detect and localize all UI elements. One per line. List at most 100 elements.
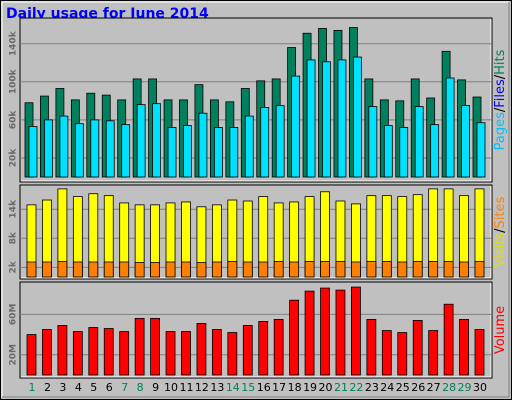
side-label-part: / <box>493 228 508 233</box>
bar <box>198 112 208 178</box>
panel-bevel <box>21 186 492 279</box>
bar <box>304 261 315 278</box>
bar <box>474 329 485 376</box>
y-tick-label: 2k <box>9 260 19 273</box>
bar <box>72 331 83 376</box>
bar <box>196 262 207 278</box>
bar <box>227 261 238 278</box>
side-label-part: Visits <box>493 233 508 268</box>
side-label-part: Pages <box>493 112 508 150</box>
bar <box>242 325 253 376</box>
bar <box>366 319 377 376</box>
y-tick-label: 14k <box>9 199 19 219</box>
x-tick-label: 20 <box>319 381 333 394</box>
bar <box>412 320 423 376</box>
bar <box>165 331 176 376</box>
bar <box>353 56 362 178</box>
bar <box>105 120 115 178</box>
x-tick-label: 23 <box>365 381 379 394</box>
bar <box>242 261 253 278</box>
x-tick-label: 9 <box>152 381 159 394</box>
x-tick-label: 24 <box>380 381 394 394</box>
x-tick-label: 3 <box>59 381 66 394</box>
bar <box>134 262 145 278</box>
bar <box>383 125 393 178</box>
bar <box>474 261 485 278</box>
panel-bevel <box>21 19 492 182</box>
bar <box>72 261 83 278</box>
bar <box>28 126 38 178</box>
bar <box>211 329 222 376</box>
bar <box>183 125 192 178</box>
bar <box>258 261 269 278</box>
bar <box>227 332 238 376</box>
bar <box>399 127 409 178</box>
bar <box>244 115 254 178</box>
bar <box>165 261 176 278</box>
side-label-part: / <box>493 107 508 112</box>
x-tick-label: 4 <box>75 381 82 394</box>
side-label-part: Sites <box>493 196 508 228</box>
bar <box>88 327 99 376</box>
bar <box>430 124 440 178</box>
x-tick-label: 1 <box>29 381 36 394</box>
side-label-part: Files <box>493 79 508 108</box>
side-label-part: Hits <box>493 49 508 74</box>
bar <box>412 261 423 278</box>
y-tick-label: 20M <box>9 344 19 366</box>
bar <box>461 105 470 178</box>
bar <box>134 317 145 376</box>
bar <box>167 127 177 178</box>
bar <box>291 75 301 178</box>
bar <box>260 107 270 178</box>
bar <box>57 325 68 376</box>
x-tick-label: 2 <box>44 381 51 394</box>
x-tick-label: 6 <box>106 381 113 394</box>
bar <box>459 261 469 278</box>
bar <box>322 61 331 178</box>
y-tick-label: 8k <box>9 231 19 244</box>
bar <box>320 287 330 376</box>
bar <box>320 261 330 278</box>
x-tick-label: 15 <box>241 381 255 394</box>
bar <box>103 328 114 376</box>
x-tick-label: 7 <box>121 381 128 394</box>
bar <box>121 124 131 178</box>
bar <box>57 261 68 278</box>
bar <box>103 261 114 278</box>
bar <box>351 286 361 376</box>
bar <box>381 330 392 376</box>
bar <box>275 105 285 178</box>
bar <box>42 261 52 278</box>
y-tick-label: 140k <box>9 30 19 56</box>
bar <box>273 319 284 376</box>
bar <box>337 59 347 178</box>
bar <box>273 261 284 278</box>
bar <box>119 331 130 376</box>
bar <box>443 303 454 376</box>
bar <box>306 59 316 178</box>
x-tick-label: 8 <box>137 381 144 394</box>
x-tick-label: 25 <box>396 381 410 394</box>
bar <box>181 331 191 376</box>
x-tick-label: 11 <box>179 381 193 394</box>
y-tick-label: 20k <box>9 148 19 168</box>
x-tick-label: 30 <box>473 381 487 394</box>
bar <box>26 334 37 376</box>
bar <box>459 319 469 376</box>
bar <box>335 261 346 278</box>
x-tick-label: 19 <box>303 381 317 394</box>
bar <box>44 119 53 178</box>
bar <box>368 106 378 178</box>
x-tick-label: 12 <box>195 381 209 394</box>
bar <box>74 123 84 178</box>
bar <box>150 262 160 278</box>
bar <box>304 290 315 376</box>
bar <box>445 77 455 178</box>
bar <box>443 261 454 278</box>
bar <box>366 261 377 278</box>
x-tick-label: 16 <box>257 381 271 394</box>
bar <box>414 106 424 178</box>
